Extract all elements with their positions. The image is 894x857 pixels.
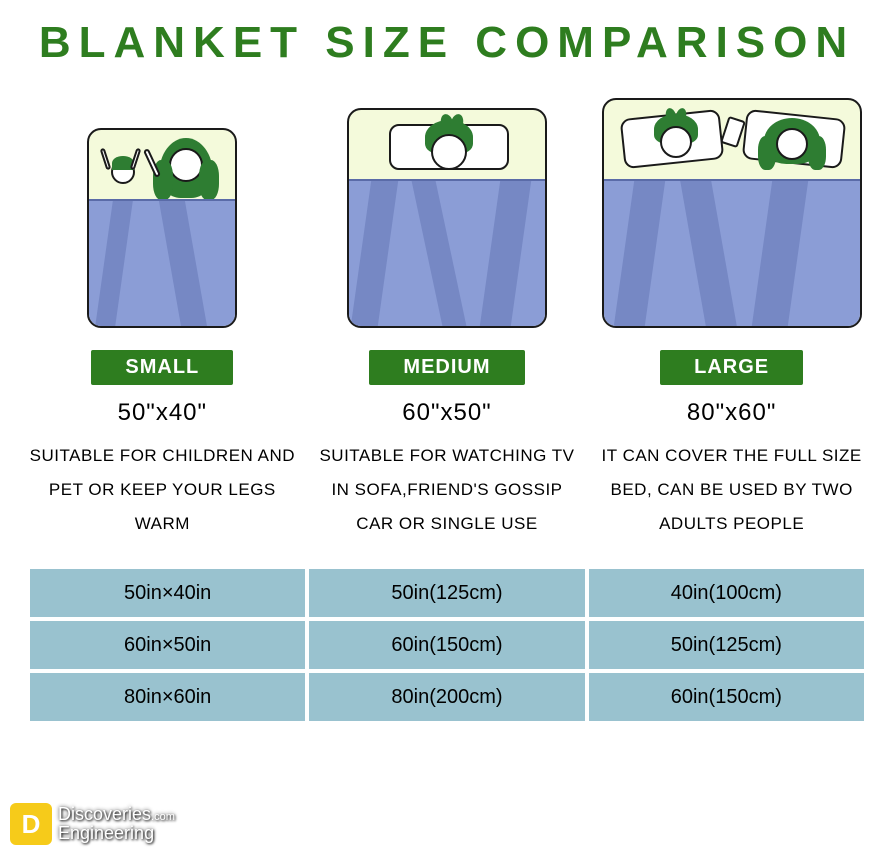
table-row: 50in×40in 50in(125cm) 40in(100cm) (30, 569, 864, 617)
cell-wcm-1: 60in(150cm) (309, 621, 584, 669)
dimensions-medium: 60"x50" (402, 399, 491, 427)
card-large: LARGE 80"x60" IT CAN COVER THE FULL SIZE… (592, 98, 872, 541)
illustration-large (602, 98, 862, 328)
watermark-line2: Engineering (58, 824, 175, 843)
table-row: 60in×50in 60in(150cm) 50in(125cm) (30, 621, 864, 669)
size-cards-row: SMALL 50"x40" SUITABLE FOR CHILDREN AND … (0, 98, 894, 541)
dimensions-small: 50"x40" (118, 399, 207, 427)
watermark-text: Discoveries.com Engineering (58, 805, 175, 843)
watermark-line1: Discoveries (58, 804, 151, 824)
size-conversion-table: 50in×40in 50in(125cm) 40in(100cm) 60in×5… (30, 569, 864, 721)
cell-wcm-2: 80in(200cm) (309, 673, 584, 721)
cell-size-2: 80in×60in (30, 673, 305, 721)
card-medium: MEDIUM 60"x50" SUITABLE FOR WATCHING TV … (307, 108, 587, 541)
card-small: SMALL 50"x40" SUITABLE FOR CHILDREN AND … (22, 128, 302, 541)
description-large: IT CAN COVER THE FULL SIZE BED, CAN BE U… (592, 439, 872, 541)
watermark-logo-icon: D (10, 803, 52, 845)
badge-large: LARGE (660, 350, 803, 385)
cell-size-1: 60in×50in (30, 621, 305, 669)
cell-size-0: 50in×40in (30, 569, 305, 617)
description-medium: SUITABLE FOR WATCHING TV IN SOFA,FRIEND'… (307, 439, 587, 541)
cell-hcm-1: 50in(125cm) (589, 621, 864, 669)
cell-hcm-2: 60in(150cm) (589, 673, 864, 721)
cell-wcm-0: 50in(125cm) (309, 569, 584, 617)
badge-small: SMALL (91, 350, 233, 385)
badge-medium: MEDIUM (369, 350, 524, 385)
table-row: 80in×60in 80in(200cm) 60in(150cm) (30, 673, 864, 721)
page-title: BLANKET SIZE COMPARISON (0, 0, 894, 68)
watermark: D Discoveries.com Engineering (10, 803, 175, 845)
dimensions-large: 80"x60" (687, 399, 776, 427)
illustration-medium (347, 108, 547, 328)
illustration-small (87, 128, 237, 328)
watermark-suffix: .com (151, 811, 175, 823)
description-small: SUITABLE FOR CHILDREN AND PET OR KEEP YO… (22, 439, 302, 541)
cell-hcm-0: 40in(100cm) (589, 569, 864, 617)
